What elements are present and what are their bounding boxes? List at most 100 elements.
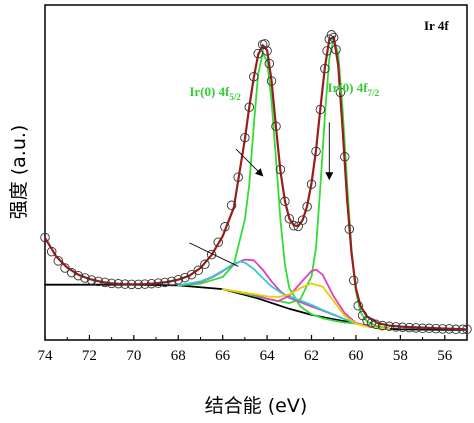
data-point-50: [320, 63, 330, 74]
data-point-0: [40, 232, 50, 243]
data-point-55: [331, 44, 341, 55]
peak-label-0: Ir(0) 4f5/2: [189, 84, 241, 102]
data-point-1: [46, 246, 57, 257]
data-point-14: [133, 279, 144, 290]
data-point-19: [166, 276, 177, 287]
data-point-31: [244, 102, 255, 112]
data-point-43: [289, 221, 299, 231]
marker-layer: [40, 30, 472, 335]
data-point-3: [60, 263, 70, 273]
data-point-74: [437, 324, 448, 334]
series-line-6: [177, 260, 357, 325]
data-point-32: [249, 71, 259, 82]
data-point-36: [262, 46, 272, 56]
y-axis-label: 强度 (a.u.): [8, 125, 30, 220]
x-tick-label-6: 62: [304, 348, 319, 364]
data-point-77: [457, 324, 468, 335]
data-point-60: [353, 301, 363, 311]
data-point-68: [397, 322, 408, 333]
data-point-26: [213, 237, 223, 247]
peak-arrow-0: [235, 148, 264, 177]
data-point-69: [404, 322, 415, 333]
x-tick-label-7: 60: [348, 348, 363, 364]
data-point-8: [93, 276, 104, 287]
data-point-20: [173, 274, 184, 285]
data-point-42: [284, 213, 295, 224]
data-point-51: [322, 46, 332, 56]
data-point-53: [326, 30, 337, 40]
data-point-71: [417, 323, 428, 334]
x-tick-label-4: 66: [215, 348, 231, 364]
series-line-1: [43, 35, 469, 331]
data-point-35: [260, 39, 270, 49]
data-point-48: [311, 146, 321, 157]
data-point-45: [297, 215, 308, 225]
data-point-58: [344, 224, 355, 234]
x-tick-label-3: 68: [171, 348, 186, 364]
data-point-6: [80, 273, 90, 283]
series-line-8: [221, 282, 391, 330]
data-point-44: [293, 221, 303, 232]
x-tick-label-1: 72: [82, 348, 97, 364]
data-point-33: [253, 48, 263, 59]
data-point-39: [271, 121, 281, 132]
data-point-30: [240, 132, 250, 143]
data-point-56: [335, 87, 346, 98]
data-point-21: [180, 272, 190, 283]
data-point-27: [220, 222, 230, 232]
data-point-67: [391, 322, 401, 332]
data-point-47: [306, 179, 317, 189]
data-point-10: [106, 278, 117, 289]
data-point-23: [193, 265, 204, 276]
data-point-29: [233, 172, 243, 182]
data-point-54: [328, 32, 339, 43]
data-point-72: [424, 323, 434, 334]
data-point-12: [120, 279, 130, 289]
data-point-65: [377, 320, 388, 331]
data-point-11: [113, 278, 124, 289]
data-point-73: [431, 323, 441, 334]
corner-label: Ir 4f: [424, 18, 449, 33]
data-point-22: [186, 269, 197, 280]
x-tick-label-8: 58: [393, 348, 408, 364]
series-line-3: [177, 52, 357, 325]
data-point-63: [366, 318, 377, 328]
data-point-5: [73, 270, 84, 281]
data-point-28: [226, 200, 237, 211]
data-point-38: [266, 76, 277, 86]
data-point-40: [275, 164, 286, 175]
data-point-70: [411, 323, 421, 333]
data-point-41: [280, 196, 290, 207]
data-point-78: [462, 324, 472, 335]
data-point-2: [53, 256, 64, 266]
plot-frame: [44, 4, 468, 341]
x-tick-label-0: 74: [38, 348, 54, 364]
data-point-4: [66, 267, 77, 278]
data-point-24: [200, 259, 210, 270]
data-point-16: [146, 278, 157, 289]
data-point-64: [371, 319, 381, 330]
x-tick-label-5: 64: [260, 348, 276, 364]
data-point-57: [340, 152, 350, 162]
data-point-15: [140, 279, 150, 289]
x-axis-label: 结合能 (eV): [205, 395, 308, 417]
data-point-66: [384, 321, 395, 332]
peak-label-1: Ir(0) 4f7/2: [328, 80, 380, 98]
data-point-9: [100, 277, 110, 288]
data-point-13: [126, 279, 137, 290]
data-point-75: [444, 324, 454, 334]
data-point-37: [264, 58, 275, 69]
data-point-49: [315, 104, 326, 115]
annotation-layer: Ir(0) 4f5/2 Ir(0) 4f7/2: [189, 80, 380, 267]
component-pointer-line: [189, 242, 239, 267]
data-point-18: [160, 277, 170, 288]
data-point-46: [302, 201, 312, 212]
data-point-17: [153, 278, 164, 288]
data-point-7: [86, 275, 97, 285]
data-point-62: [362, 315, 372, 326]
data-point-59: [348, 275, 359, 286]
data-point-25: [206, 249, 217, 260]
x-axis-ticks: 74 72 70 68 66 64 62 60 58 56: [38, 335, 453, 364]
x-tick-label-9: 56: [437, 348, 453, 364]
